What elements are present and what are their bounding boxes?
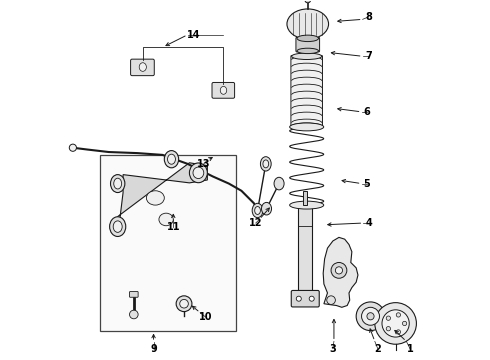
Ellipse shape xyxy=(297,35,318,41)
Circle shape xyxy=(331,262,347,278)
Circle shape xyxy=(309,296,314,301)
Circle shape xyxy=(375,303,416,344)
Ellipse shape xyxy=(110,217,126,237)
Circle shape xyxy=(396,330,400,334)
Text: 10: 10 xyxy=(199,312,212,322)
Ellipse shape xyxy=(297,48,318,54)
FancyBboxPatch shape xyxy=(303,191,307,205)
Ellipse shape xyxy=(147,191,164,205)
Ellipse shape xyxy=(220,86,227,94)
Circle shape xyxy=(305,0,311,3)
Ellipse shape xyxy=(193,167,204,179)
Ellipse shape xyxy=(114,178,122,189)
FancyBboxPatch shape xyxy=(296,37,319,52)
Text: 8: 8 xyxy=(365,12,372,22)
Text: 2: 2 xyxy=(374,343,381,354)
Text: 11: 11 xyxy=(167,222,180,231)
Ellipse shape xyxy=(260,157,271,171)
Circle shape xyxy=(362,307,379,325)
Circle shape xyxy=(386,327,391,331)
Ellipse shape xyxy=(263,160,269,168)
Circle shape xyxy=(129,310,138,319)
Ellipse shape xyxy=(292,123,322,130)
Bar xyxy=(100,155,236,330)
Ellipse shape xyxy=(139,63,147,71)
FancyBboxPatch shape xyxy=(291,55,322,127)
Text: 12: 12 xyxy=(249,218,263,228)
Circle shape xyxy=(335,267,343,274)
Ellipse shape xyxy=(159,213,173,226)
FancyBboxPatch shape xyxy=(212,82,235,98)
Circle shape xyxy=(356,302,385,330)
Ellipse shape xyxy=(190,163,207,183)
Circle shape xyxy=(69,144,76,151)
Ellipse shape xyxy=(290,123,324,131)
Circle shape xyxy=(180,300,188,308)
Ellipse shape xyxy=(252,203,263,218)
Text: 6: 6 xyxy=(364,107,370,117)
Ellipse shape xyxy=(113,221,122,232)
Circle shape xyxy=(367,313,374,320)
Ellipse shape xyxy=(164,150,179,168)
Text: 7: 7 xyxy=(366,51,372,61)
FancyBboxPatch shape xyxy=(129,292,138,297)
Polygon shape xyxy=(323,237,358,307)
Circle shape xyxy=(396,313,400,317)
Text: 9: 9 xyxy=(150,344,157,354)
FancyBboxPatch shape xyxy=(291,291,319,307)
Ellipse shape xyxy=(287,9,329,39)
Text: 13: 13 xyxy=(197,159,211,169)
Circle shape xyxy=(327,296,335,305)
Ellipse shape xyxy=(168,154,175,164)
Circle shape xyxy=(382,310,409,337)
Text: 14: 14 xyxy=(187,30,201,40)
Circle shape xyxy=(296,296,301,301)
Text: 5: 5 xyxy=(364,179,370,189)
Ellipse shape xyxy=(290,201,324,209)
Text: 3: 3 xyxy=(329,343,336,354)
Ellipse shape xyxy=(111,175,125,193)
FancyBboxPatch shape xyxy=(131,59,154,76)
Text: 4: 4 xyxy=(366,218,372,228)
FancyBboxPatch shape xyxy=(298,205,312,291)
Ellipse shape xyxy=(255,207,260,215)
Ellipse shape xyxy=(274,177,284,190)
Ellipse shape xyxy=(292,53,322,59)
Circle shape xyxy=(176,296,192,312)
Circle shape xyxy=(402,321,407,325)
Text: 1: 1 xyxy=(407,343,414,354)
Polygon shape xyxy=(118,163,207,237)
Ellipse shape xyxy=(262,202,271,215)
Circle shape xyxy=(386,316,391,320)
